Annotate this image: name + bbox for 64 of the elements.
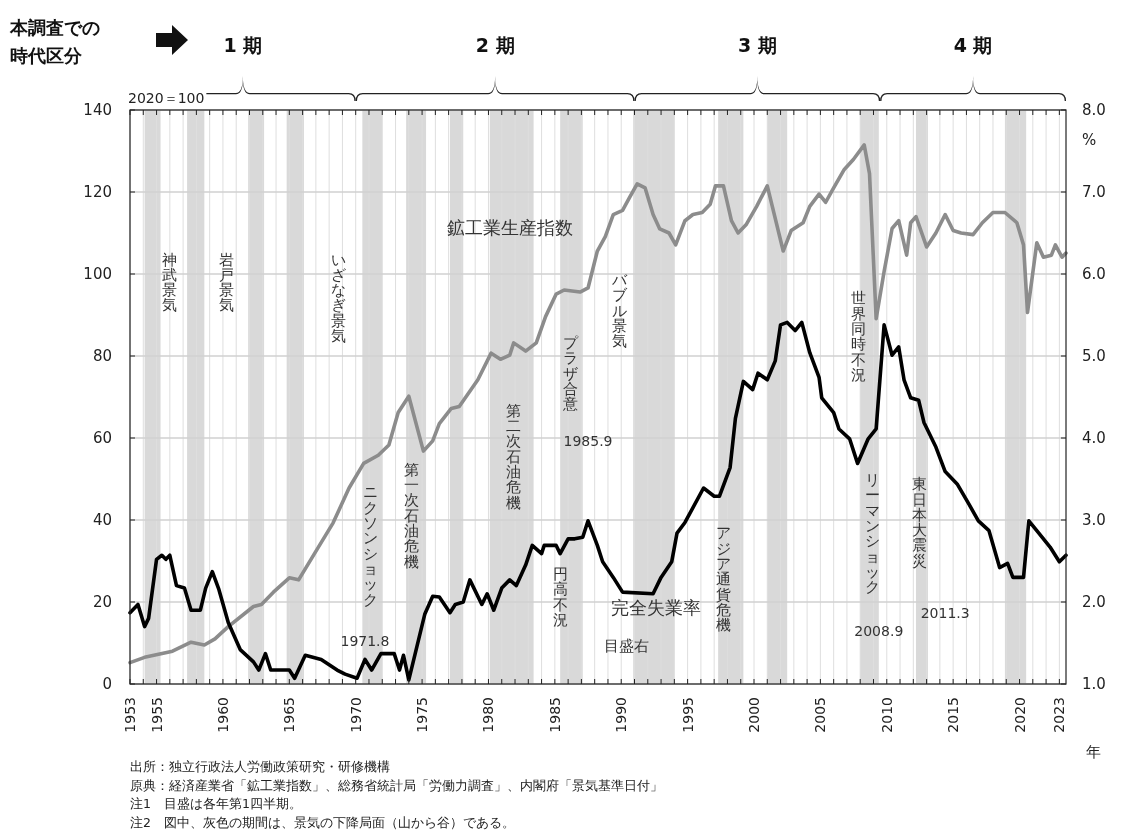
- y-tick-label: 100: [83, 265, 112, 283]
- x-tick-label: 1985: [546, 697, 563, 733]
- x-tick-label: 2020: [1011, 697, 1028, 733]
- annotation: バブル景気: [611, 271, 629, 351]
- annotation: 岩戸景気: [219, 250, 235, 315]
- annotation: ニクソンショック: [362, 483, 378, 609]
- y2-tick-label: 5.0: [1082, 347, 1106, 365]
- annotation: 2008.9: [854, 623, 904, 640]
- annotation: 目盛右: [603, 636, 649, 655]
- y2-tick-label: 8.0: [1082, 101, 1106, 119]
- y-tick-label: 40: [92, 511, 112, 529]
- annotation: 第一次石油危機: [403, 460, 419, 571]
- y-tick-label: 60: [92, 429, 112, 447]
- x-tick-label: 2000: [746, 697, 762, 733]
- x-tick-label: 2005: [812, 697, 829, 733]
- y-tick-label: 140: [83, 101, 112, 119]
- y2-tick-label: 3.0: [1082, 511, 1106, 529]
- text: 4 期: [953, 34, 993, 56]
- annotation: 1971.8: [340, 632, 390, 649]
- text: 本調査での時代区分: [10, 16, 101, 68]
- y-tick-label: 80: [92, 347, 112, 365]
- x-tick-label: 1953: [122, 697, 138, 733]
- y2-tick-label: 4.0: [1082, 429, 1106, 447]
- x-tick-label: 1995: [679, 697, 696, 733]
- y2-tick-label: 7.0: [1082, 183, 1106, 201]
- text: 注2 図中、灰色の期間は、景気の下降局面（山から谷）である。: [130, 814, 515, 830]
- y2-tick-label: 6.0: [1082, 265, 1106, 283]
- annotation: 1985.9: [563, 432, 613, 449]
- text: 3 期: [737, 34, 777, 56]
- y-tick-label: 120: [83, 183, 112, 201]
- x-tick-label: 1960: [214, 697, 231, 733]
- y2-axis-title: %: [1082, 131, 1097, 149]
- annotation: プラザ合意: [562, 334, 580, 414]
- x-tick-label: 1970: [347, 697, 364, 733]
- y2-tick-label: 2.0: [1082, 593, 1106, 611]
- text: 1 期: [223, 34, 263, 56]
- text: 注1 目盛は各年第1四半期。: [130, 796, 302, 811]
- annotation: アジア通貨危機: [715, 524, 731, 635]
- y-tick-label: 0: [102, 675, 112, 693]
- x-tick-label: 1975: [414, 697, 431, 733]
- x-tick-label: 1990: [613, 697, 630, 733]
- series-label: 鉱工業生産指数: [447, 216, 574, 238]
- text: 2 期: [475, 34, 515, 56]
- text: 原典：経済産業省「鉱工業指数」、総務省統計局「労働力調査」、内閣府「景気基準日付」: [130, 777, 663, 793]
- annotation: いざなぎ景気: [330, 250, 346, 346]
- annotation: 円高不況: [552, 565, 568, 629]
- series-label: 完全失業率: [611, 597, 702, 619]
- x-tick-label: 2023: [1051, 697, 1068, 733]
- y-axis-title: 2020＝100: [128, 90, 205, 106]
- y-tick-label: 20: [92, 593, 112, 611]
- x-tick-label: 1980: [480, 697, 497, 733]
- annotation: 世界同時不況: [851, 289, 867, 384]
- annotation: リーマンショック: [864, 471, 880, 597]
- y2-tick-label: 1.0: [1082, 675, 1106, 693]
- annotation: 神武景気: [162, 250, 178, 315]
- x-tick-label: 2015: [945, 697, 962, 733]
- x-tick-label: 1955: [148, 697, 165, 733]
- annotation: 第二次石油危機: [506, 401, 522, 512]
- annotation: 東日本大震災: [912, 475, 928, 570]
- x-tick-label: 1965: [281, 697, 298, 733]
- x-axis-title: 年: [1085, 743, 1101, 761]
- x-tick-label: 2010: [878, 697, 895, 733]
- annotation: 2011.3: [920, 604, 970, 621]
- text: 出所：独立行政法人労働政策研究・研修機構: [130, 759, 390, 774]
